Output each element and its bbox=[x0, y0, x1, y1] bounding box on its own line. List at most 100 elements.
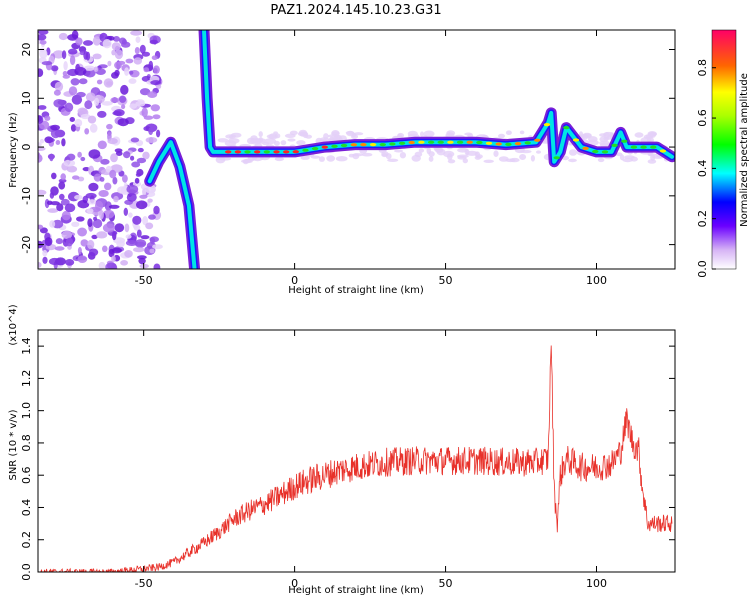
noise-blob bbox=[112, 176, 118, 185]
ridge-core-mark bbox=[495, 142, 502, 146]
noise-blob bbox=[92, 218, 103, 229]
noise-blob bbox=[52, 219, 64, 229]
noise-blob bbox=[155, 84, 162, 89]
noise-blob bbox=[69, 55, 76, 66]
noise-blob bbox=[101, 101, 113, 106]
noise-blob bbox=[87, 239, 95, 250]
noise-blob bbox=[38, 146, 46, 151]
noise-blob bbox=[110, 153, 118, 163]
noise-blob bbox=[49, 153, 54, 162]
noise-blob bbox=[139, 194, 148, 199]
ridge-core-mark bbox=[572, 138, 580, 142]
noise-blob bbox=[38, 224, 44, 230]
x-tick-label: 100 bbox=[586, 577, 607, 590]
noise-blob bbox=[128, 212, 133, 218]
noise-blob bbox=[142, 216, 149, 226]
noise-blob bbox=[41, 61, 53, 66]
halo-blob bbox=[464, 132, 473, 136]
ridge-core-mark bbox=[543, 123, 551, 127]
halo-blob bbox=[394, 149, 404, 153]
noise-blob bbox=[139, 263, 149, 269]
noise-blob bbox=[143, 67, 150, 73]
noise-blob bbox=[42, 256, 48, 264]
halo-blob bbox=[599, 140, 610, 146]
y-tick-label: 0 bbox=[20, 144, 33, 151]
noise-blob bbox=[114, 49, 124, 60]
colorbar-label: Normalized spectral amplitude bbox=[739, 73, 750, 227]
noise-blob bbox=[121, 41, 131, 48]
noise-blob bbox=[149, 237, 156, 245]
noise-blob bbox=[83, 40, 93, 46]
halo-blob bbox=[428, 151, 435, 157]
y-tick-label: 0.6 bbox=[20, 466, 33, 484]
noise-blob bbox=[145, 222, 154, 230]
halo-blob bbox=[603, 132, 610, 140]
noise-blob bbox=[89, 248, 99, 257]
noise-blob bbox=[125, 234, 132, 239]
x-tick-label: 0 bbox=[291, 577, 298, 590]
noise-blob bbox=[61, 50, 67, 60]
noise-blob bbox=[59, 193, 65, 200]
halo-blob bbox=[447, 153, 453, 161]
noise-blob bbox=[95, 200, 104, 211]
ridge-core-mark bbox=[640, 145, 647, 149]
ridge-core-mark bbox=[302, 148, 309, 152]
ridge-core-mark bbox=[340, 143, 348, 148]
noise-blob bbox=[75, 63, 80, 72]
snr-series-line bbox=[38, 345, 673, 572]
noise-blob bbox=[102, 39, 112, 49]
x-tick-label: 0 bbox=[291, 274, 298, 287]
noise-blob bbox=[76, 91, 86, 98]
colorbar-tick-label: 0.6 bbox=[696, 109, 709, 127]
noise-blob bbox=[111, 255, 116, 263]
noise-blob bbox=[147, 198, 153, 203]
ridge-core-mark bbox=[447, 140, 454, 144]
halo-blob bbox=[319, 137, 330, 143]
noise-blob bbox=[56, 203, 64, 212]
noise-blob bbox=[64, 203, 76, 213]
noise-blob bbox=[48, 257, 61, 266]
noise-blob bbox=[94, 97, 100, 106]
ridge-core-mark bbox=[524, 141, 531, 145]
noise-blob bbox=[124, 223, 130, 233]
snr-y-axis-label: SNR (10 * v/v) bbox=[8, 409, 19, 480]
noise-blob bbox=[98, 261, 106, 269]
noise-blob bbox=[99, 210, 104, 220]
noise-blob bbox=[120, 260, 128, 266]
ridge-core-mark bbox=[601, 150, 609, 154]
ridge-core-mark bbox=[321, 145, 328, 149]
noise-blob bbox=[137, 255, 147, 260]
spectrogram-x-ticks: -50 0 50 100 bbox=[135, 30, 607, 287]
snr-frame bbox=[37, 329, 676, 573]
noise-blob bbox=[54, 81, 64, 92]
noise-blob bbox=[78, 46, 87, 53]
noise-blob bbox=[68, 48, 78, 55]
noise-blob bbox=[114, 61, 122, 69]
noise-blob bbox=[71, 30, 79, 40]
noise-blob bbox=[93, 66, 99, 73]
snr-x-axis-label: Height of straight line (km) bbox=[288, 585, 424, 596]
noise-blob bbox=[87, 115, 97, 124]
noise-blob bbox=[60, 173, 66, 181]
halo-blob bbox=[274, 157, 284, 162]
noise-blob bbox=[78, 78, 88, 85]
noise-blob bbox=[122, 174, 128, 183]
ridge-core-mark bbox=[611, 143, 618, 147]
ridge-core-mark bbox=[621, 139, 628, 143]
halo-blob bbox=[262, 141, 270, 146]
noise-blob bbox=[65, 259, 75, 266]
noise-blob bbox=[44, 237, 53, 247]
ridge-core-mark bbox=[650, 145, 657, 149]
ridge-core-mark bbox=[437, 140, 444, 144]
halo-blob bbox=[647, 159, 657, 164]
noise-blob bbox=[125, 58, 134, 64]
noise-blob bbox=[52, 50, 65, 59]
halo-blob bbox=[597, 157, 605, 163]
noise-blob bbox=[130, 155, 135, 161]
noise-blob bbox=[74, 194, 83, 200]
halo-blob bbox=[505, 158, 516, 163]
colorbar-tick-label: 0.0 bbox=[696, 260, 709, 278]
noise-blob bbox=[63, 159, 76, 167]
noise-blob bbox=[77, 247, 82, 255]
ridge-core-mark bbox=[514, 142, 522, 146]
